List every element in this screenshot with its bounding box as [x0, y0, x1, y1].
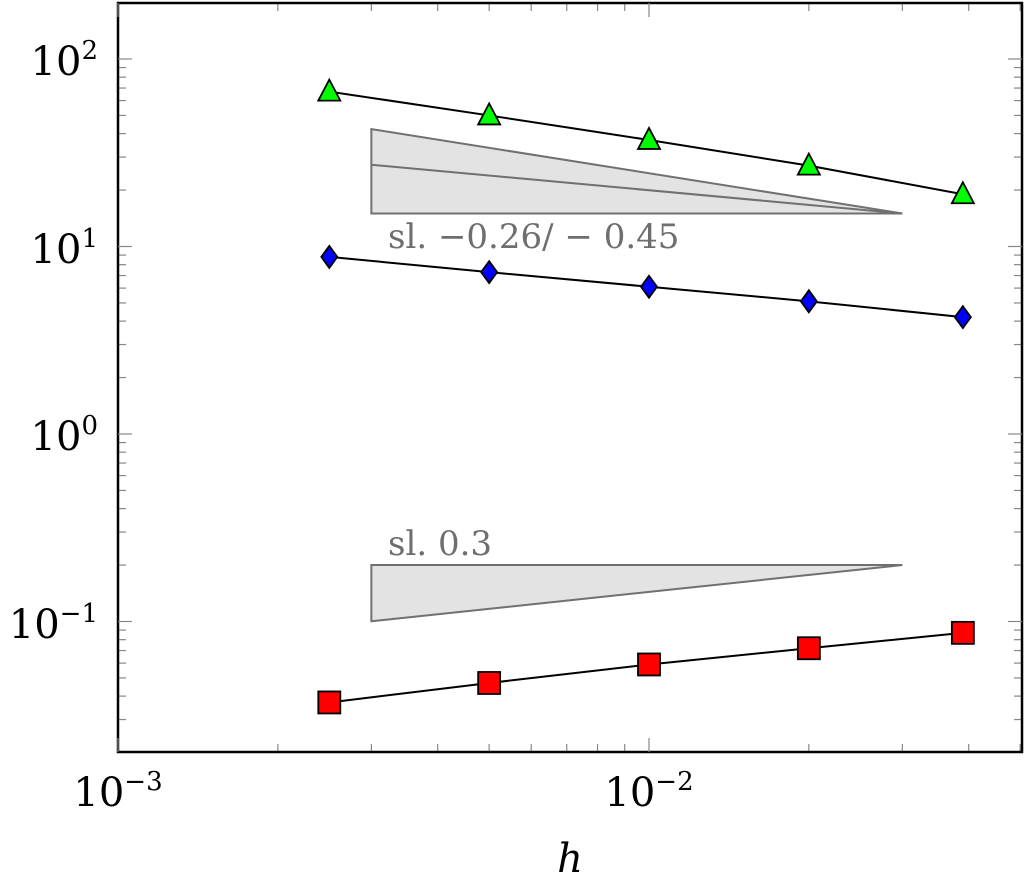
- series-0-marker-0: [316, 77, 342, 102]
- series-2-marker-3: [796, 636, 821, 661]
- series-0-marker-1: [476, 101, 502, 126]
- series-1-marker-2: [639, 274, 659, 300]
- y-tick-label-1: 100: [31, 411, 98, 460]
- series-2-marker-2: [637, 652, 661, 677]
- series-0-marker-3: [796, 151, 822, 176]
- series-0-marker-4: [950, 180, 976, 205]
- slope-triangle-upper: [370, 127, 903, 215]
- y-tick-label-100: 102: [31, 36, 98, 85]
- slope-label-lower: sl. 0.3: [388, 524, 492, 564]
- series-1-marker-1: [480, 259, 499, 285]
- series-0-marker-2: [636, 126, 662, 150]
- y-tick-label-10: 101: [31, 224, 98, 273]
- slope-label-upper: sl. −0.26/ − 0.45: [388, 217, 679, 257]
- x-axis-title: h: [557, 836, 583, 882]
- series-1-marker-4: [953, 304, 972, 330]
- minor-ticks: [118, 1, 1022, 752]
- tick-labels: 102 101 100 10−1 10−3 10−2: [9, 36, 694, 816]
- data-series: [316, 77, 976, 715]
- slope-line-upper-inner: [371, 163, 903, 215]
- plot-frame: [116, 1, 1024, 754]
- slope-triangle-lower: [370, 564, 903, 623]
- series-2-marker-0: [317, 690, 342, 715]
- y-tick-label-0.1: 10−1: [9, 599, 98, 648]
- series-1-marker-3: [799, 288, 818, 314]
- slope-triangles: [370, 127, 903, 623]
- x-tick-label-0.001: 10−3: [73, 767, 162, 816]
- major-ticks: [117, 3, 1022, 752]
- series-2-marker-4: [950, 620, 975, 645]
- series-2-marker-1: [477, 671, 502, 695]
- series-1-marker-0: [320, 244, 339, 270]
- x-tick-label-0.01: 10−2: [604, 767, 693, 816]
